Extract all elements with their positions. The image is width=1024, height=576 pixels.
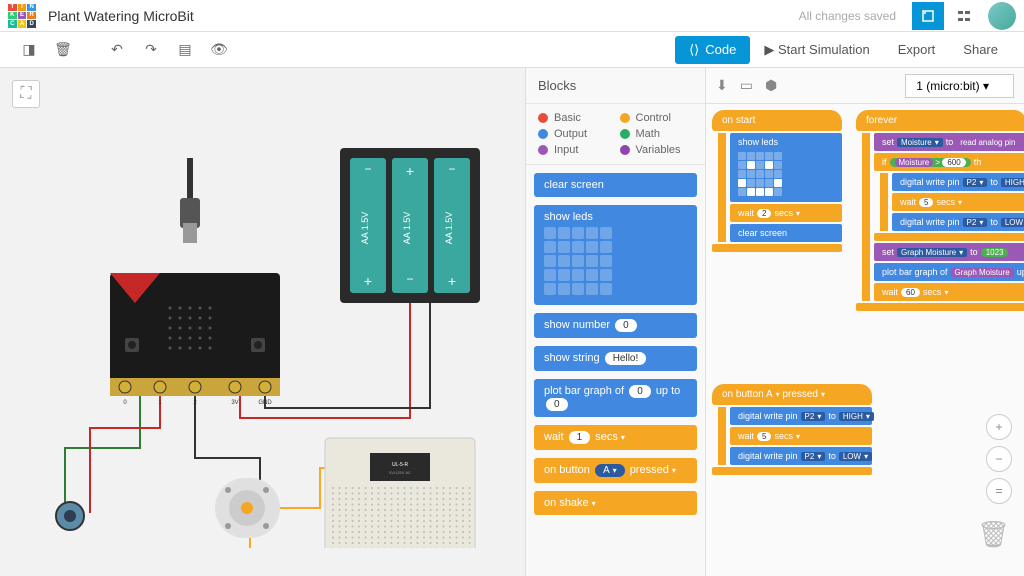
zoom-fit-icon[interactable]: = — [986, 478, 1012, 504]
category-variables[interactable]: Variables — [620, 144, 694, 156]
block-palette: Blocks Basic Control Output Math Input Variab… — [526, 68, 706, 576]
circuit-diagram: 0 1 2 3V GND AA 1.5V AA 1.5V AA 1.5V — [40, 108, 480, 548]
svg-text:+: + — [448, 273, 456, 289]
svg-text:5V/125V AC: 5V/125V AC — [389, 470, 411, 475]
svg-text:1: 1 — [158, 400, 162, 406]
debug-icon[interactable]: ⬢ — [765, 77, 777, 94]
category-control[interactable]: Control — [620, 112, 694, 124]
undo-icon[interactable]: ↶ — [100, 35, 134, 65]
device-select[interactable]: 1 (micro:bit) ▾ — [905, 74, 1014, 98]
user-avatar[interactable] — [988, 2, 1016, 30]
svg-text:AA 1.5V: AA 1.5V — [360, 212, 370, 245]
svg-text:−: − — [448, 162, 455, 176]
svg-text:GND: GND — [258, 400, 272, 406]
workspace-toolbar: ⬇ ▭ ⬢ 1 (micro:bit) ▾ — [706, 68, 1024, 104]
show-number-block[interactable]: show number 0 — [534, 313, 697, 338]
delete-icon[interactable]: 🗑 — [46, 35, 80, 65]
svg-text:+: + — [406, 163, 414, 179]
clear-screen-block[interactable]: clear screen — [534, 173, 697, 197]
share-button[interactable]: Share — [949, 36, 1012, 63]
trash-icon[interactable]: 🗑 — [977, 519, 1010, 550]
category-output[interactable]: Output — [538, 128, 612, 140]
svg-text:3V: 3V — [231, 400, 238, 406]
redo-icon[interactable]: ↷ — [134, 35, 168, 65]
category-math[interactable]: Math — [620, 128, 694, 140]
toolbar: ◨ 🗑 ↶ ↷ ▤ 👁 ⟨⟩Code ▶ Start Simulation Ex… — [0, 32, 1024, 68]
svg-text:+: + — [364, 273, 372, 289]
visibility-icon[interactable]: 👁 — [202, 35, 236, 65]
forever-stack[interactable]: forever setMoisturetoread analog pin ifM… — [856, 110, 1024, 311]
library-icon[interactable]: ▭ — [740, 77, 753, 94]
palette-title: Blocks — [526, 68, 705, 104]
svg-text:0: 0 — [123, 400, 127, 406]
circuit-canvas[interactable]: ⛶ 0 1 2 3V — [0, 68, 525, 576]
tinkercad-logo[interactable]: TINKERCAD — [8, 4, 36, 28]
show-leds-block[interactable]: show leds — [534, 205, 697, 305]
fit-view-icon[interactable]: ⛶ — [12, 80, 40, 108]
plot-bar-block[interactable]: plot bar graph of 0 up to 0 — [534, 379, 697, 417]
download-icon[interactable]: ⬇ — [716, 77, 728, 94]
svg-text:UL-5-R: UL-5-R — [392, 462, 409, 468]
svg-text:AA 1.5V: AA 1.5V — [444, 212, 454, 245]
save-status: All changes saved — [799, 9, 896, 23]
zoom-out-icon[interactable]: − — [986, 446, 1012, 472]
category-input[interactable]: Input — [538, 144, 612, 156]
zoom-controls: + − = — [986, 414, 1012, 504]
list-view-icon[interactable] — [948, 2, 980, 30]
svg-text:AA 1.5V: AA 1.5V — [402, 212, 412, 245]
svg-text:2: 2 — [193, 400, 197, 406]
on-event-block[interactable]: on shake — [534, 491, 697, 515]
category-basic[interactable]: Basic — [538, 112, 612, 124]
circuits-view-icon[interactable] — [912, 2, 944, 30]
code-button[interactable]: ⟨⟩Code — [675, 36, 750, 64]
component-icon[interactable]: ◨ — [12, 35, 46, 65]
svg-text:−: − — [364, 162, 371, 176]
on-button-stack[interactable]: on button A pressed digital write pinP2t… — [712, 384, 872, 475]
show-string-block[interactable]: show string Hello! — [534, 346, 697, 371]
notes-icon[interactable]: ▤ — [168, 35, 202, 65]
export-button[interactable]: Export — [884, 36, 950, 63]
code-workspace[interactable]: ⬇ ▭ ⬢ 1 (micro:bit) ▾ on start show leds… — [706, 68, 1024, 576]
on-button-block[interactable]: on button A pressed — [534, 458, 697, 483]
start-simulation-button[interactable]: ▶ Start Simulation — [750, 36, 883, 64]
zoom-in-icon[interactable]: + — [986, 414, 1012, 440]
svg-text:−: − — [406, 272, 413, 286]
project-title[interactable]: Plant Watering MicroBit — [48, 8, 799, 24]
on-start-stack[interactable]: on start show leds wait2secs clear scree… — [712, 110, 842, 252]
top-bar: TINKERCAD Plant Watering MicroBit All ch… — [0, 0, 1024, 32]
wait-block[interactable]: wait 1 secs — [534, 425, 697, 450]
